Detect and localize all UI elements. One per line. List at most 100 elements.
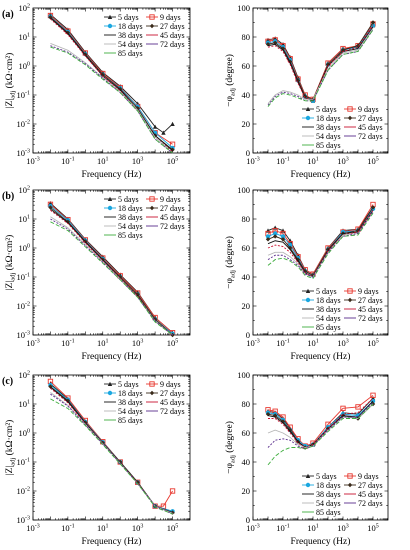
x-tick-label: 101	[307, 156, 319, 166]
series-line	[267, 29, 374, 107]
y-axis-label: |Z|adj (kΩ·cm²)	[4, 420, 17, 476]
data-point	[355, 43, 361, 48]
series-line	[267, 29, 374, 106]
legend-swatch-marker	[305, 106, 311, 111]
series-line	[267, 211, 374, 278]
legend-swatch-marker	[305, 297, 311, 303]
legend-label: 54 days	[316, 499, 341, 508]
series-8	[50, 46, 173, 154]
data-point	[280, 46, 286, 51]
series-line	[267, 22, 374, 100]
legend-label: 5 days	[316, 287, 337, 296]
x-tick-label: 105	[367, 338, 379, 348]
x-tick-label: 101	[97, 338, 109, 348]
series-7	[267, 211, 374, 278]
y-tick-label: 80	[242, 399, 251, 409]
y-tick-label: 10-2	[17, 301, 31, 311]
y-tick-label: 10-3	[17, 515, 31, 525]
chart-1-0: 10-3 10-1 101 103 105 10-3 10-2 10-1 100 101 102 Fr…	[2, 185, 191, 362]
y-tick-label: 10-1	[17, 272, 31, 282]
y-tick-label: 102	[19, 370, 31, 380]
legend-label: 54 days	[118, 407, 143, 416]
y-tick-label: 100	[237, 3, 250, 13]
y-tick-label: 102	[19, 185, 31, 195]
data-point	[272, 225, 278, 230]
x-tick-label: 10-3	[246, 523, 260, 533]
data-point	[83, 239, 88, 244]
series-8	[267, 403, 374, 466]
series-line	[50, 46, 173, 154]
y-tick-label: 80	[242, 214, 251, 224]
legend: 5 days 9 days 18 days 27 days 38 days 45 days…	[104, 195, 185, 240]
panel-label: (b)	[2, 191, 14, 202]
y-tick-label: 101	[19, 214, 31, 224]
x-tick-label: 10-3	[26, 338, 40, 348]
legend-label: 5 days	[118, 195, 139, 204]
chart-1-1: 10-3 10-1 101 103 105 0 20 40 60 80 100 Frequency (…	[224, 185, 389, 362]
series-1	[265, 21, 376, 103]
x-tick-label: 10-1	[61, 338, 75, 348]
x-axis-label: Frequency (Hz)	[291, 169, 351, 180]
y-axis-label: |Z|adj (kΩ·cm²)	[4, 53, 17, 109]
series-line	[267, 212, 374, 280]
legend-label: 72 days	[160, 222, 185, 231]
data-point	[48, 205, 53, 210]
legend-swatch-marker	[149, 196, 155, 202]
legend-label: 54 days	[118, 222, 143, 231]
legend-label: 9 days	[358, 472, 379, 481]
data-point	[135, 106, 140, 111]
legend-label: 85 days	[316, 323, 341, 332]
legend-label: 9 days	[160, 380, 181, 389]
y-tick-label: 100	[237, 370, 250, 380]
panel-label: (a)	[2, 9, 14, 20]
data-point	[118, 459, 123, 465]
x-axis-label: Frequency (Hz)	[82, 169, 142, 180]
y-tick-label: 10-3	[17, 148, 31, 158]
chart-2-1: 10-3 10-1 101 103 105 0 20 40 60 80 100 Frequency (…	[224, 370, 389, 547]
y-tick-label: 20	[242, 486, 251, 496]
data-point	[265, 228, 271, 233]
series-line	[50, 398, 173, 515]
data-point	[48, 15, 53, 20]
legend-label: 18 days	[118, 22, 143, 31]
series-line	[50, 393, 173, 515]
series-3	[48, 384, 175, 515]
legend-swatch-marker	[347, 482, 353, 488]
series-line	[267, 26, 374, 102]
series-6	[267, 28, 374, 104]
series-line	[267, 25, 374, 102]
y-tick-label: 101	[19, 32, 31, 42]
x-tick-label: 103	[132, 523, 144, 533]
series-3	[265, 20, 376, 102]
data-point	[272, 234, 278, 239]
chart-2-0: 10-3 10-1 101 103 105 10-3 10-2 10-1 100 101 102 Fr…	[2, 370, 191, 547]
legend: 5 days 9 days 18 days 27 days 38 days 45 days…	[302, 472, 383, 517]
legend-label: 9 days	[160, 13, 181, 22]
series-line	[267, 28, 374, 104]
series-line	[267, 211, 374, 278]
y-tick-label: 60	[242, 61, 251, 71]
x-tick-label: 10-3	[26, 156, 40, 166]
data-point	[370, 392, 376, 398]
legend-label: 27 days	[358, 296, 383, 305]
series-line	[267, 25, 374, 100]
x-tick-label: 101	[307, 523, 319, 533]
legend-label: 45 days	[358, 490, 383, 499]
series-line	[50, 386, 173, 514]
x-tick-label: 101	[97, 523, 109, 533]
legend-label: 54 days	[316, 314, 341, 323]
legend-label: 72 days	[358, 314, 383, 323]
y-tick-label: 102	[19, 3, 31, 13]
x-axis-label: Frequency (Hz)	[82, 536, 142, 547]
legend-swatch-marker	[107, 381, 113, 386]
series-3	[48, 205, 175, 338]
legend-label: 5 days	[316, 105, 337, 114]
series-5	[50, 18, 173, 153]
y-tick-label: 60	[242, 243, 251, 253]
series-line	[267, 403, 374, 448]
series-3	[265, 205, 376, 278]
data-point	[340, 405, 346, 411]
legend-label: 27 days	[358, 481, 383, 490]
legend-label: 85 days	[118, 49, 143, 58]
